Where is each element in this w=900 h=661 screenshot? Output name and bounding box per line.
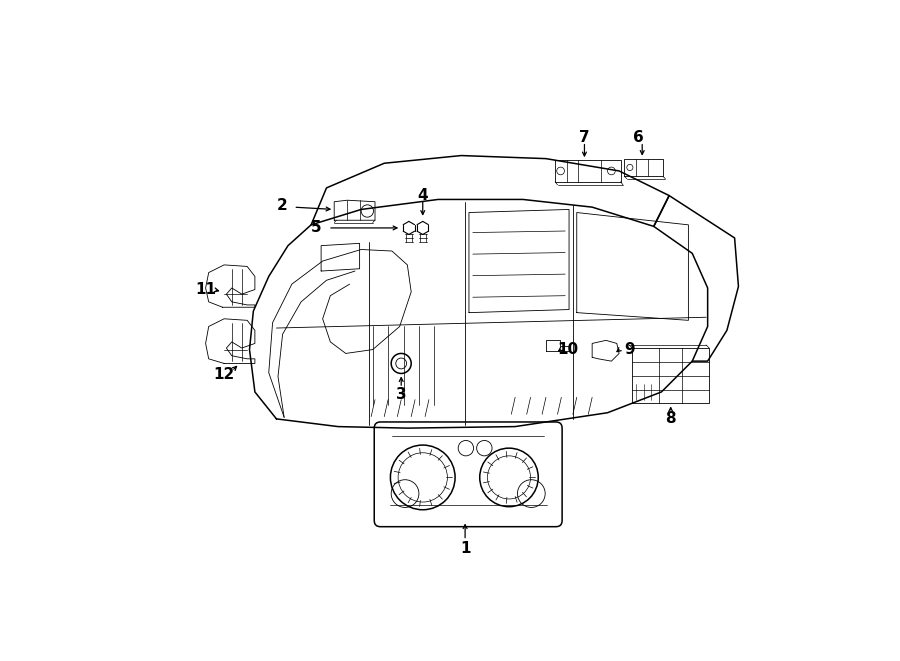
Text: 6: 6	[633, 130, 643, 145]
Text: 10: 10	[557, 342, 578, 357]
Text: 4: 4	[418, 188, 428, 203]
Text: 2: 2	[277, 198, 288, 213]
Text: 8: 8	[665, 411, 676, 426]
Text: 9: 9	[624, 342, 634, 357]
Text: 3: 3	[396, 387, 407, 402]
Text: 5: 5	[311, 220, 322, 235]
Text: 12: 12	[213, 367, 235, 382]
Text: 11: 11	[195, 282, 216, 297]
Text: 1: 1	[460, 541, 471, 556]
Text: 7: 7	[579, 130, 590, 145]
